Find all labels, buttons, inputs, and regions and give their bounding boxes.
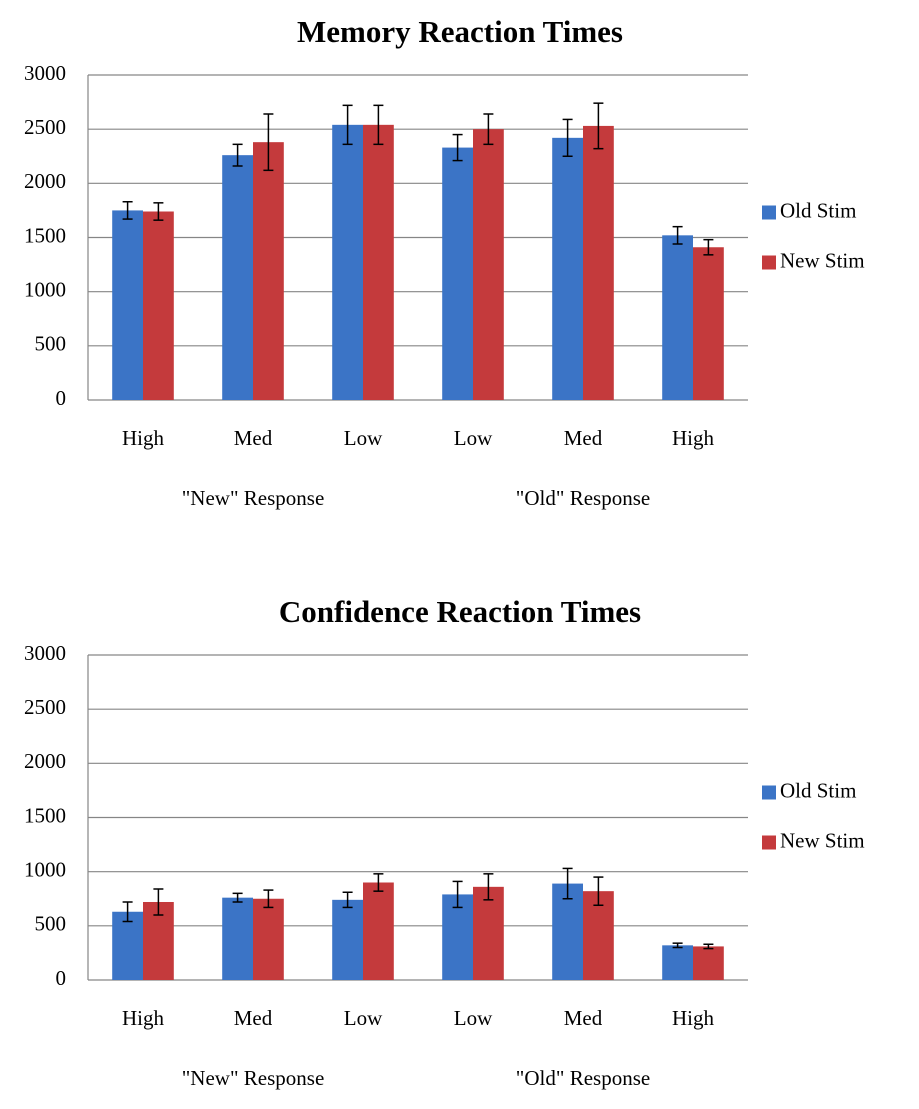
- x-tick-label: High: [672, 426, 715, 450]
- group-label: "Old" Response: [516, 1066, 650, 1090]
- error-bar: [703, 238, 714, 256]
- x-tick-label: High: [122, 1006, 165, 1030]
- error-bar: [342, 104, 353, 146]
- chart: Confidence Reaction Times 0 500 1000 1500 200…: [24, 594, 865, 1090]
- error-bar: [703, 943, 714, 950]
- error-bar: [483, 113, 494, 146]
- error-bar: [263, 889, 274, 909]
- bar: [143, 211, 174, 400]
- bar: [693, 247, 724, 400]
- bar: [332, 124, 363, 400]
- bar: [473, 129, 504, 400]
- legend-swatch: [762, 835, 776, 850]
- error-bar: [483, 873, 494, 901]
- legend-label: New Stim: [780, 248, 865, 272]
- error-bar: [452, 133, 463, 162]
- error-bar: [263, 113, 274, 172]
- error-bar: [232, 892, 243, 903]
- legend-label: Old Stim: [780, 778, 856, 802]
- error-bar: [593, 876, 604, 906]
- bar: [253, 898, 284, 980]
- bar: [222, 155, 253, 400]
- error-bar: [452, 880, 463, 909]
- x-tick-label: Low: [454, 1006, 493, 1030]
- bar: [442, 894, 473, 980]
- chart-title: Confidence Reaction Times: [279, 594, 641, 629]
- x-tick-label: Med: [564, 426, 603, 450]
- legend-swatch: [762, 205, 776, 220]
- y-tick-label: 2500: [24, 115, 66, 139]
- legend-swatch: [762, 255, 776, 270]
- y-tick-label: 3000: [24, 641, 66, 665]
- error-bar: [153, 202, 164, 221]
- y-tick-label: 2500: [24, 695, 66, 719]
- error-bar: [672, 942, 683, 949]
- y-tick-label: 2000: [24, 749, 66, 773]
- x-tick-label: Low: [344, 426, 383, 450]
- bar: [693, 946, 724, 980]
- group-label: "New" Response: [182, 1066, 325, 1090]
- legend-label: Old Stim: [780, 198, 856, 222]
- y-tick-label: 500: [35, 332, 67, 356]
- bar: [442, 147, 473, 400]
- error-bar: [153, 888, 164, 916]
- x-tick-label: High: [672, 1006, 715, 1030]
- x-tick-label: Low: [454, 426, 493, 450]
- x-tick-label: Med: [564, 1006, 603, 1030]
- x-tick-label: Med: [234, 1006, 273, 1030]
- error-bar: [232, 143, 243, 167]
- bar: [222, 897, 253, 980]
- group-label: "New" Response: [182, 486, 325, 510]
- error-bar: [122, 201, 133, 220]
- y-tick-label: 2000: [24, 169, 66, 193]
- bar: [332, 899, 363, 980]
- bar: [473, 886, 504, 980]
- y-tick-label: 500: [35, 912, 67, 936]
- chart: Memory Reaction Times 0 500 1000 1500 2000 250…: [24, 14, 865, 510]
- bar: [253, 142, 284, 400]
- y-tick-label: 1000: [24, 277, 66, 301]
- bar: [112, 911, 143, 980]
- chart-title: Memory Reaction Times: [297, 14, 623, 49]
- y-tick-label: 3000: [24, 61, 66, 85]
- group-label: "Old" Response: [516, 486, 650, 510]
- bar: [363, 882, 394, 980]
- error-bar: [373, 104, 384, 146]
- bar: [552, 137, 583, 401]
- bar: [363, 124, 394, 400]
- error-bar: [373, 873, 384, 892]
- error-bar: [122, 901, 133, 923]
- y-tick-label: 0: [56, 386, 67, 410]
- error-bar: [593, 102, 604, 150]
- bar: [662, 235, 693, 400]
- x-tick-label: High: [122, 426, 165, 450]
- y-tick-label: 1500: [24, 223, 66, 247]
- y-tick-label: 1000: [24, 857, 66, 881]
- y-tick-label: 1500: [24, 803, 66, 827]
- y-tick-label: 0: [56, 966, 67, 990]
- legend-label: New Stim: [780, 828, 865, 852]
- error-bar: [342, 891, 353, 909]
- bar: [583, 125, 614, 401]
- bar: [662, 945, 693, 980]
- bar: [112, 210, 143, 400]
- x-tick-label: Med: [234, 426, 273, 450]
- error-bar: [562, 118, 573, 157]
- error-bar: [672, 225, 683, 245]
- legend-swatch: [762, 785, 776, 800]
- bar: [552, 883, 583, 980]
- x-tick-label: Low: [344, 1006, 383, 1030]
- error-bar: [562, 867, 573, 900]
